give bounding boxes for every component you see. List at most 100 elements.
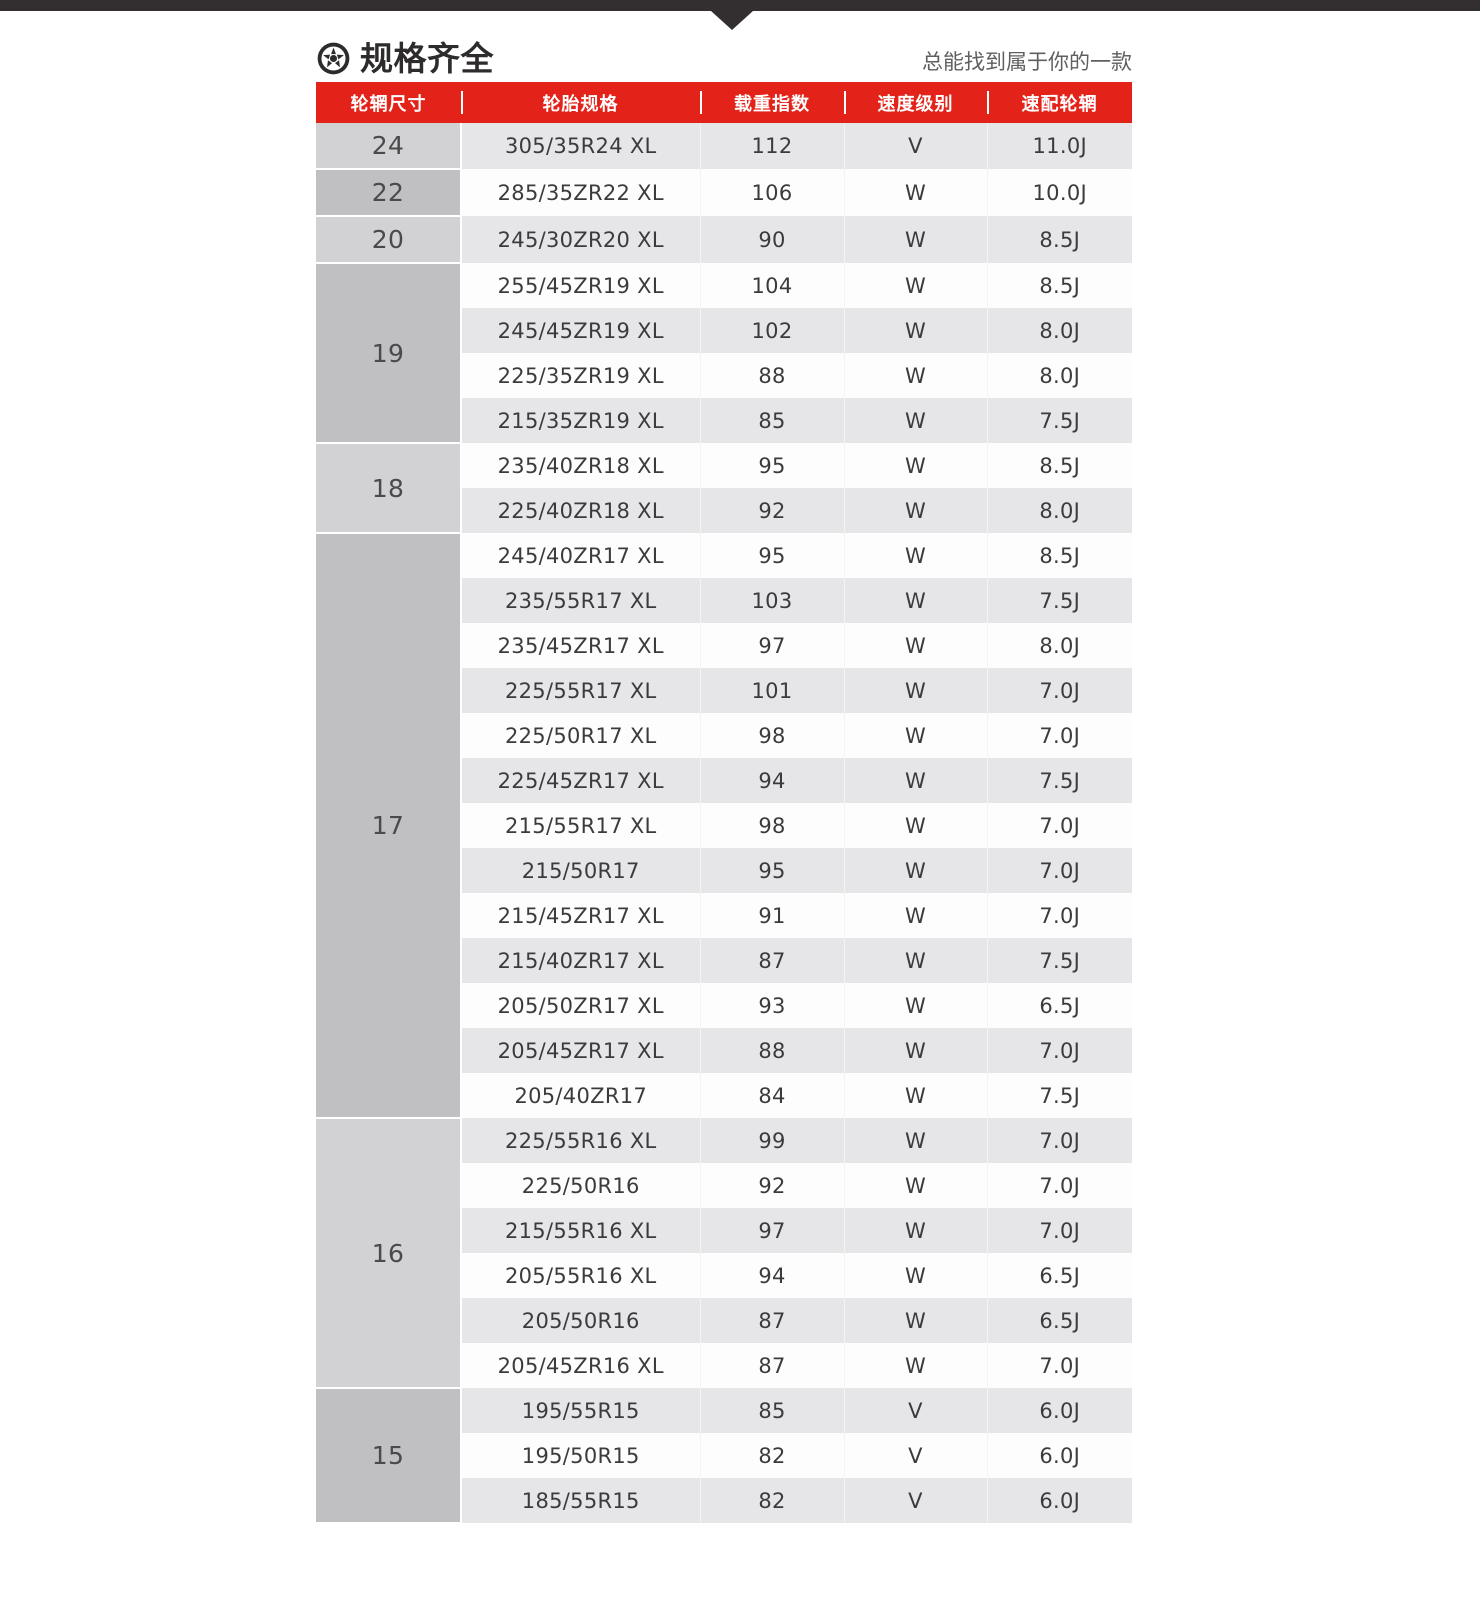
cell-matched-rim: 7.0J [987,1028,1132,1073]
cell-tire-spec: 225/50R16 [461,1163,701,1208]
cell-speed-rating: W [844,216,988,263]
cell-matched-rim: 6.0J [987,1433,1132,1478]
cell-matched-rim: 10.0J [987,169,1132,216]
cell-matched-rim: 8.5J [987,443,1132,488]
cell-tire-spec: 205/45ZR17 XL [461,1028,701,1073]
cell-matched-rim: 8.5J [987,263,1132,308]
cell-speed-rating: W [844,533,988,578]
table-row: 225/50R17 XL 98 W 7.0J [316,713,1132,758]
cell-load-index: 95 [700,443,845,488]
cell-tire-spec: 255/45ZR19 XL [461,263,701,308]
cell-speed-rating: V [844,1478,988,1523]
cell-speed-rating: W [844,169,988,216]
cell-matched-rim: 7.5J [987,758,1132,803]
cell-tire-spec: 205/50R16 [461,1298,701,1343]
cell-matched-rim: 7.0J [987,848,1132,893]
wheel-rim-icon [316,41,351,76]
table-row: 205/55R16 XL 94 W 6.5J [316,1253,1132,1298]
column-header-matched-rim: 速配轮辋 [987,82,1132,123]
cell-matched-rim: 6.0J [987,1478,1132,1523]
table-row: 235/55R17 XL 103 W 7.5J [316,578,1132,623]
cell-rim-size: 19 [316,263,462,444]
cell-tire-spec: 235/45ZR17 XL [461,623,701,668]
cell-load-index: 99 [700,1118,845,1163]
cell-tire-spec: 245/45ZR19 XL [461,308,701,353]
cell-speed-rating: W [844,308,988,353]
cell-matched-rim: 8.0J [987,623,1132,668]
cell-load-index: 103 [700,578,845,623]
cell-load-index: 93 [700,983,845,1028]
cell-speed-rating: W [844,893,988,938]
cell-speed-rating: V [844,1388,988,1433]
table-row: 225/35ZR19 XL 88 W 8.0J [316,353,1132,398]
cell-matched-rim: 7.0J [987,803,1132,848]
cell-load-index: 90 [700,216,845,263]
cell-matched-rim: 6.0J [987,1388,1132,1433]
cell-matched-rim: 7.0J [987,1343,1132,1388]
column-header-load-index: 载重指数 [700,82,844,123]
table-row: 18 235/40ZR18 XL 95 W 8.5J [316,443,1132,534]
cell-tire-spec: 205/55R16 XL [461,1253,701,1298]
cell-speed-rating: W [844,668,988,713]
cell-speed-rating: W [844,848,988,893]
cell-speed-rating: W [844,443,988,488]
cell-rim-size: 22 [316,169,462,217]
column-header-rim-size: 轮辋尺寸 [316,82,461,123]
cell-speed-rating: W [844,803,988,848]
table-row: 225/55R17 XL 101 W 7.0J [316,668,1132,713]
cell-speed-rating: W [844,1028,988,1073]
cell-matched-rim: 7.5J [987,1073,1132,1118]
table-row: 215/40ZR17 XL 87 W 7.5J [316,938,1132,983]
cell-matched-rim: 6.5J [987,983,1132,1028]
cell-matched-rim: 11.0J [987,123,1132,169]
cell-load-index: 92 [700,1163,845,1208]
cell-matched-rim: 8.0J [987,353,1132,398]
cell-tire-spec: 285/35ZR22 XL [461,169,701,216]
cell-matched-rim: 7.0J [987,1163,1132,1208]
cell-rim-size: 16 [316,1118,462,1389]
cell-tire-spec: 205/45ZR16 XL [461,1343,701,1388]
cell-tire-spec: 245/40ZR17 XL [461,533,701,578]
cell-load-index: 87 [700,1343,845,1388]
cell-speed-rating: V [844,1433,988,1478]
cell-load-index: 95 [700,533,845,578]
table-row: 205/50ZR17 XL 93 W 6.5J [316,983,1132,1028]
table-row: 225/45ZR17 XL 94 W 7.5J [316,758,1132,803]
cell-speed-rating: W [844,1343,988,1388]
table-row: 22 285/35ZR22 XL 106 W 10.0J [316,169,1132,217]
cell-tire-spec: 185/55R15 [461,1478,701,1523]
cell-load-index: 85 [700,1388,845,1433]
cell-tire-spec: 205/50ZR17 XL [461,983,701,1028]
cell-tire-spec: 225/55R17 XL [461,668,701,713]
table-row: 215/55R17 XL 98 W 7.0J [316,803,1132,848]
cell-load-index: 94 [700,1253,845,1298]
cell-load-index: 85 [700,398,845,443]
cell-speed-rating: W [844,1163,988,1208]
cell-matched-rim: 7.0J [987,893,1132,938]
cell-matched-rim: 8.0J [987,308,1132,353]
tire-spec-table: 轮辋尺寸 轮胎规格 载重指数 速度级别 速配轮辋 24 305/35R24 XL 1… [316,82,1132,1524]
cell-load-index: 97 [700,623,845,668]
cell-matched-rim: 7.5J [987,578,1132,623]
cell-matched-rim: 7.0J [987,1208,1132,1253]
table-row: 235/45ZR17 XL 97 W 8.0J [316,623,1132,668]
cell-load-index: 88 [700,353,845,398]
column-header-speed-rating: 速度级别 [844,82,987,123]
cell-rim-size: 17 [316,533,462,1119]
table-row: 17 245/40ZR17 XL 95 W 8.5J [316,533,1132,1119]
cell-speed-rating: W [844,938,988,983]
cell-speed-rating: W [844,983,988,1028]
cell-matched-rim: 6.5J [987,1253,1132,1298]
table-row: 24 305/35R24 XL 112 V 11.0J [316,123,1132,170]
cell-tire-spec: 235/40ZR18 XL [461,443,701,488]
cell-load-index: 102 [700,308,845,353]
cell-speed-rating: W [844,1208,988,1253]
table-row: 205/45ZR17 XL 88 W 7.0J [316,1028,1132,1073]
cell-tire-spec: 195/50R15 [461,1433,701,1478]
page-title: 规格齐全 [360,39,494,78]
cell-load-index: 112 [700,123,845,169]
table-row: 215/50R17 95 W 7.0J [316,848,1132,893]
cell-speed-rating: W [844,578,988,623]
cell-speed-rating: W [844,713,988,758]
cell-speed-rating: W [844,1073,988,1118]
